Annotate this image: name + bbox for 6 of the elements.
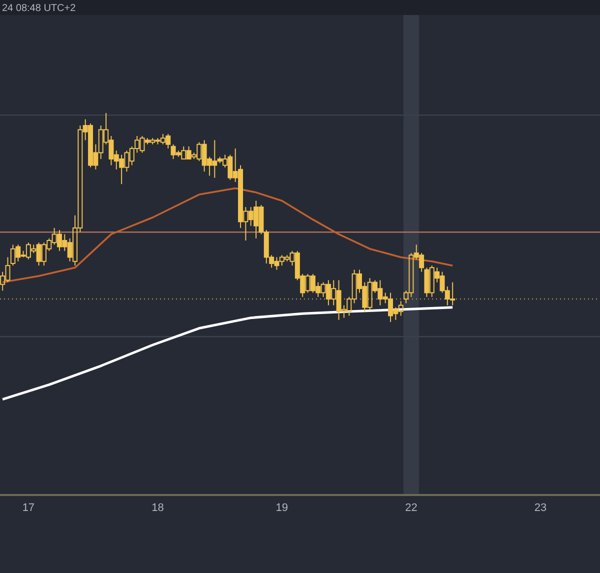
x-tick-label: 19 <box>276 502 288 514</box>
text: 24 08:48 UTC+2 <box>2 3 76 14</box>
x-tick-label: 22 <box>405 502 418 514</box>
x-tick-label: 17 <box>22 502 35 514</box>
x-tick-label: 18 <box>152 502 164 514</box>
x-tick-label: 23 <box>534 502 547 514</box>
